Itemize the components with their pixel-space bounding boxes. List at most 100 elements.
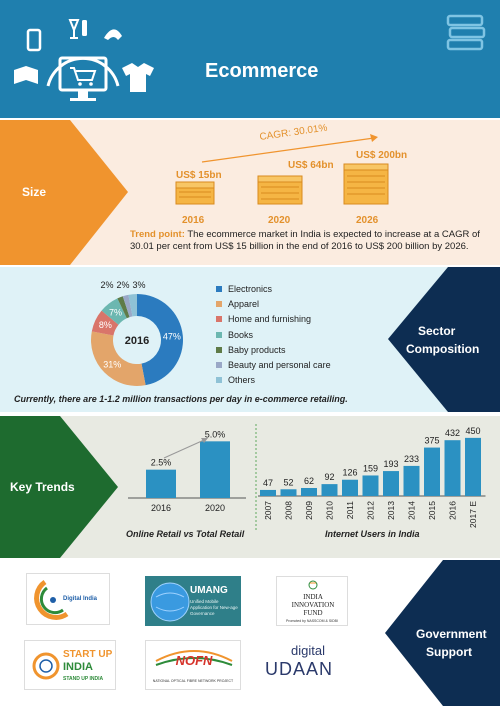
innovation-subtitle: Promoted by NASSCOM & SIDBI	[286, 619, 338, 623]
users-value-label: 432	[445, 428, 460, 438]
innovation-line3: FUND	[303, 609, 323, 617]
users-bar-2014	[403, 465, 420, 496]
users-category-label: 2016	[448, 501, 458, 520]
size-amount-2016: US$ 15bn	[176, 170, 222, 181]
donut-label-2: 8%	[99, 320, 112, 330]
users-bar-2012	[362, 475, 379, 496]
donut-slice-6	[128, 294, 137, 317]
udaan-line2: UDAAN	[265, 659, 334, 679]
internet-users-caption: Internet Users in India	[325, 529, 420, 539]
trends-section-marker	[0, 416, 118, 558]
innovation-line1: INDIA	[303, 593, 323, 601]
nofn-emblem-icon	[155, 650, 233, 666]
users-value-label: 375	[424, 436, 439, 446]
legend-swatch	[216, 285, 222, 292]
donut-slice-0	[137, 294, 184, 386]
trend-point: Trend point: The ecommerce market in Ind…	[130, 229, 492, 253]
users-bar-2009	[301, 487, 317, 496]
trend-point-text: The ecommerce market in India is expecte…	[130, 229, 480, 252]
donut-label-0: 47%	[163, 332, 181, 342]
users-category-label: 2013	[386, 501, 396, 520]
donut-center-year: 2016	[125, 335, 149, 347]
donut-slice-5	[122, 294, 133, 318]
users-category-label: 2011	[345, 501, 355, 520]
legend-item: Others	[216, 373, 331, 388]
legend-swatch	[216, 331, 222, 338]
users-category-label: 2015	[427, 501, 437, 520]
donut-label-4: 2%	[100, 280, 113, 290]
donut-slice-4	[117, 296, 130, 319]
users-bar-2008	[280, 489, 297, 496]
retail-value-label: 2.5%	[151, 458, 172, 468]
donut-slice-1	[91, 331, 146, 386]
startup-line2: INDIA	[63, 661, 93, 673]
donut-label-6: 3%	[132, 280, 145, 290]
legend-label: Home and furnishing	[228, 314, 312, 325]
legend-item: Electronics	[216, 281, 331, 296]
umang-logo: UMANG Unified Mobile Application for New…	[145, 576, 241, 626]
retail-category-label: 2020	[205, 503, 225, 513]
donut-slice-3	[101, 298, 127, 325]
nofn-logo: NOFN NATIONAL OPTICAL FIBRE NETWORK PROJ…	[145, 640, 241, 690]
size-amount-2026: US$ 200bn	[356, 150, 407, 161]
digital-india-logo: Digital India	[26, 573, 110, 625]
trends-label: Key Trends	[10, 480, 75, 494]
coin-stack-2026	[343, 163, 389, 205]
sector-section-marker	[388, 267, 500, 412]
udaan-line1: digital	[291, 643, 325, 658]
transactions-note: Currently, there are 1-1.2 million trans…	[14, 394, 348, 404]
legend-swatch	[216, 362, 222, 369]
users-bar-2007	[260, 489, 276, 496]
india-innovation-fund-logo: INDIA INNOVATION FUND Promoted by NASSCO…	[276, 576, 348, 626]
users-bar-2017 E	[465, 437, 481, 496]
legend-item: Baby products	[216, 342, 331, 357]
users-value-label: 92	[324, 472, 334, 482]
users-value-label: 450	[465, 426, 480, 436]
size-section-marker	[0, 120, 128, 265]
size-year-2026: 2026	[356, 215, 379, 226]
users-value-label: 47	[263, 478, 273, 488]
government-label-line1: Government	[416, 627, 487, 641]
legend-label: Baby products	[228, 344, 286, 355]
government-section-marker	[385, 560, 500, 706]
size-year-2016: 2016	[182, 215, 205, 226]
legend-item: Beauty and personal care	[216, 357, 331, 372]
sector-label-line2: Composition	[406, 342, 480, 356]
users-category-label: 2010	[325, 501, 335, 520]
legend-label: Books	[228, 329, 254, 340]
startup-line1: START UP	[63, 649, 113, 660]
retail-arrow-head	[201, 438, 208, 443]
users-category-label: 2008	[284, 501, 294, 520]
users-bar-2015	[424, 447, 440, 496]
legend-item: Home and furnishing	[216, 312, 331, 327]
legend-label: Others	[228, 375, 256, 386]
digital-udaan-logo: digital UDAAN	[260, 640, 350, 690]
users-category-label: 2007	[263, 501, 273, 520]
digital-india-text: Digital India	[63, 596, 98, 602]
legend-label: Apparel	[228, 298, 260, 309]
retail-value-label: 5.0%	[205, 429, 226, 439]
retail-category-label: 2016	[151, 503, 171, 513]
size-label: Size	[22, 185, 47, 199]
legend-item: Books	[216, 327, 331, 342]
legend-swatch	[216, 346, 222, 353]
legend-swatch	[216, 377, 222, 384]
internet-users-chart: 47 2007 52 2008 62 2009 92 2010 126 2011 159 2012 19…	[258, 426, 486, 528]
digital-india-emblem	[34, 579, 69, 620]
innovation-line2: INNOVATION	[291, 601, 335, 609]
ecommerce-hero-icon	[14, 19, 154, 101]
sector-legend: Electronics Apparel Home and furnishing Boo…	[216, 281, 331, 388]
umang-globe-icon	[150, 582, 190, 622]
header-banner: Ecommerce	[0, 0, 500, 118]
startup-line3: STAND UP INDIA	[63, 676, 104, 682]
users-bar-2010	[321, 484, 338, 496]
nofn-subtitle: NATIONAL OPTICAL FIBRE NETWORK PROJECT	[152, 679, 234, 683]
retail-growth-arrow	[163, 439, 205, 459]
coin-stack-2016	[175, 181, 215, 205]
donut-label-3: 7%	[109, 307, 122, 317]
nofn-title: NOFN	[175, 653, 213, 668]
startup-india-logo: START UP INDIA STAND UP INDIA	[24, 640, 116, 690]
legend-swatch	[216, 316, 222, 323]
users-category-label: 2012	[366, 501, 376, 520]
